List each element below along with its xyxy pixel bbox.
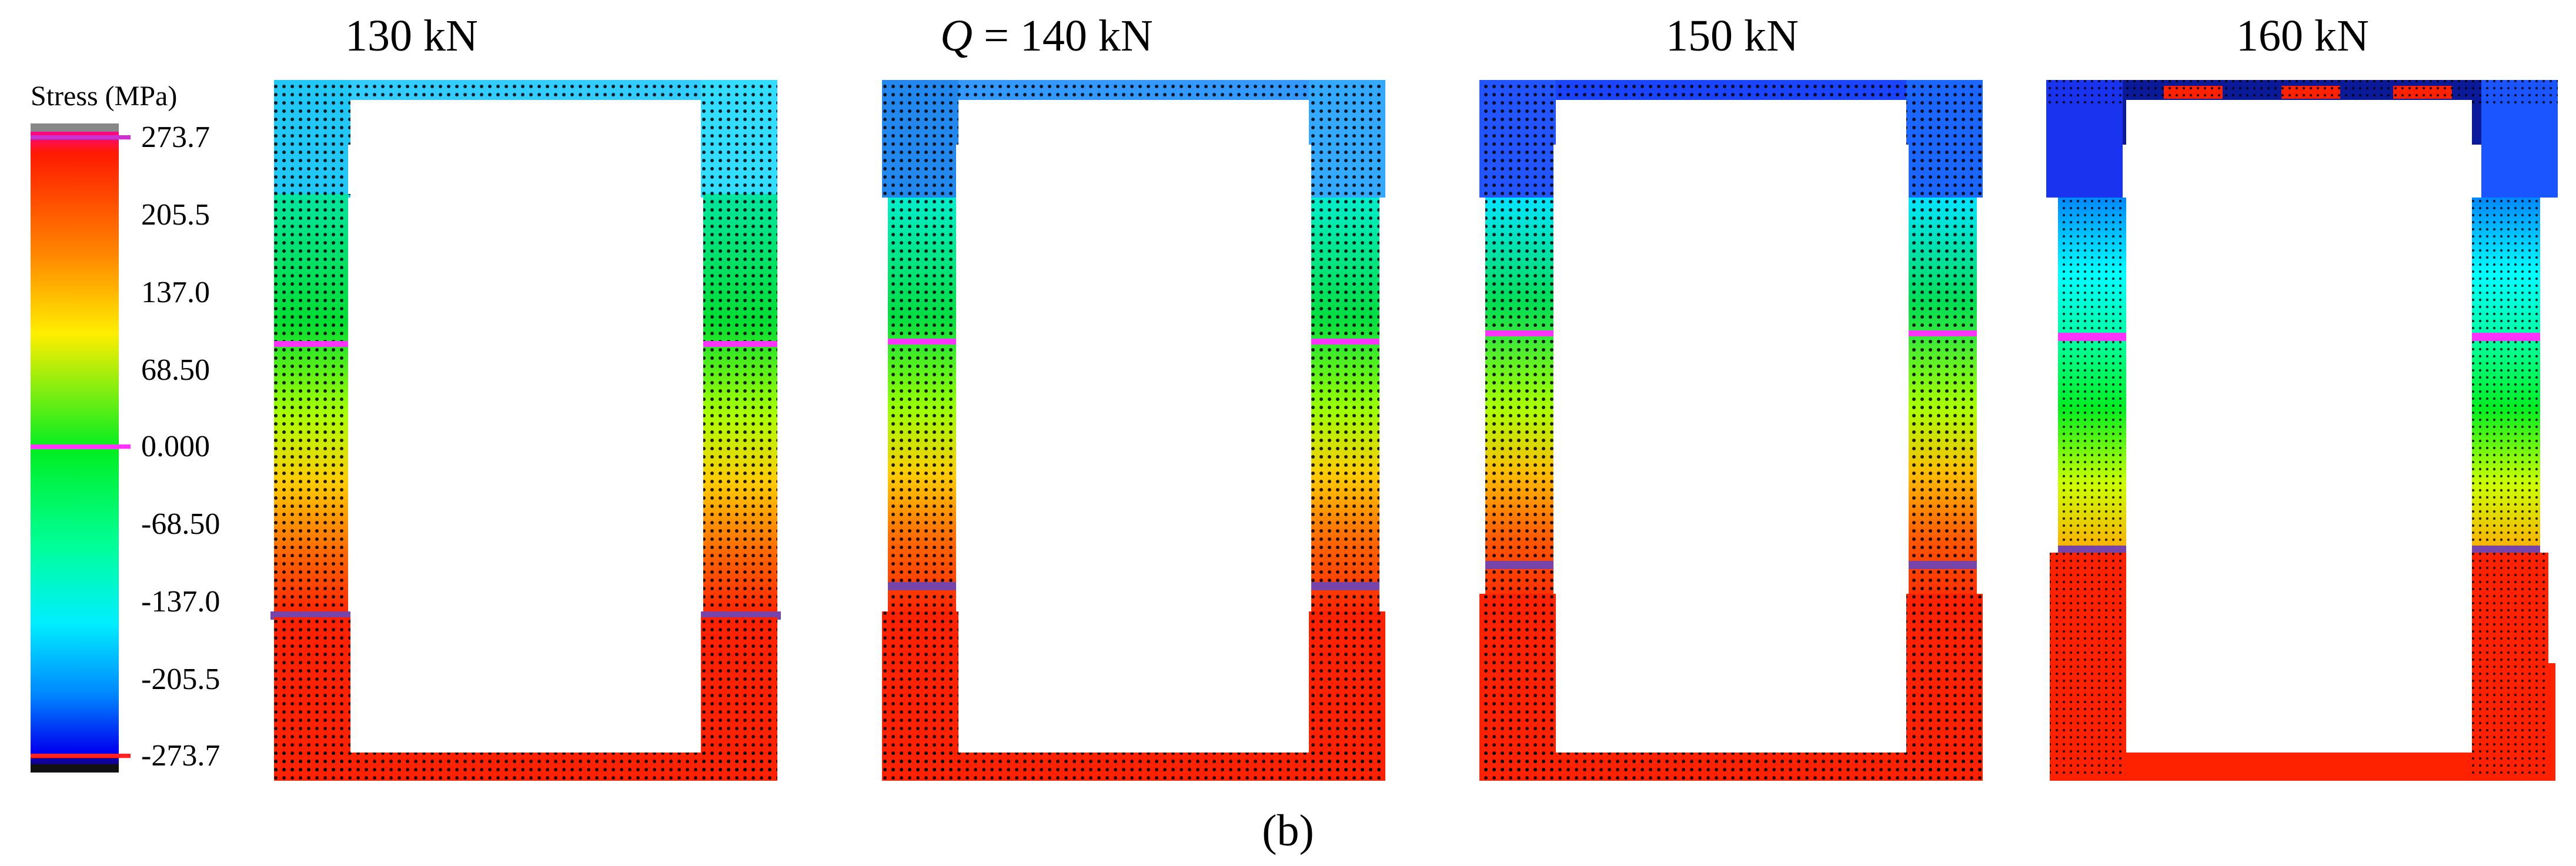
legend-title: Stress (MPa) (31, 81, 178, 112)
panel-title-4-value: 160 kN (2236, 11, 2369, 61)
legend-tick: 68.50 (141, 353, 210, 387)
panel-title-3: 150 kN (1526, 11, 1938, 62)
legend-tick: -137.0 (141, 585, 220, 618)
panel-title-4: 160 kN (2097, 11, 2508, 62)
legend-tick: 273.7 (141, 121, 210, 154)
cross-section-150kn (1479, 80, 1983, 781)
panel-title-1: 130 kN (206, 11, 617, 62)
cross-section-140kn (882, 80, 1385, 781)
panel-title-1-value: 130 kN (345, 11, 478, 61)
cross-section-160kn (2046, 80, 2558, 781)
panel-title-2-prefix: Q (940, 11, 973, 61)
legend-tick: -205.5 (141, 663, 220, 696)
legend-tick: 0.000 (141, 430, 210, 463)
legend-tick: -273.7 (141, 739, 220, 773)
figure-caption: (b) (1262, 806, 1314, 855)
legend-tick: 137.0 (141, 276, 210, 309)
panel-title-2-value: = 140 kN (973, 11, 1153, 61)
cross-section-130kn (270, 80, 781, 781)
legend-tick: 205.5 (141, 198, 210, 232)
legend-tick: -68.50 (141, 507, 220, 541)
panel-title-2: Q = 140 kN (841, 11, 1252, 62)
legend-colorbar (31, 123, 131, 773)
panel-title-3-value: 150 kN (1666, 11, 1799, 61)
